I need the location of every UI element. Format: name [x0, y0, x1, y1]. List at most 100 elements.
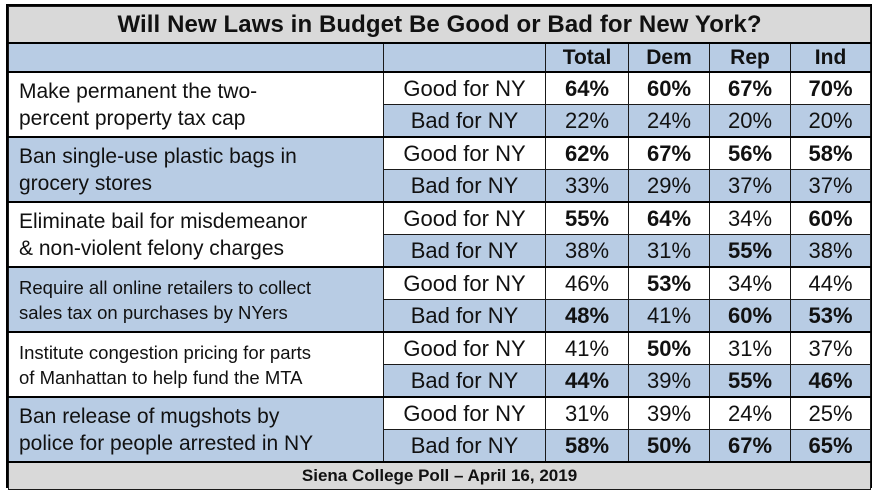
header-blank-response — [383, 42, 546, 73]
question-label-1: Make permanent the two-percent property … — [8, 71, 384, 138]
question-line: sales tax on purchases by NYers — [19, 301, 288, 323]
question-line: Require all online retailers to collect — [19, 276, 312, 298]
cell-dem: 24% — [628, 104, 710, 138]
cell-rep: 67% — [709, 429, 791, 463]
table-row-3-good: Eliminate bail for misdemeanor & non-viol… — [8, 201, 872, 268]
response-label-good: Good for NY — [383, 136, 546, 170]
question-line: grocery stores — [19, 171, 153, 195]
cell-dem: 31% — [628, 234, 710, 268]
table-row-6-good: Ban release of mugshots by police for peo… — [8, 396, 872, 463]
cell-ind: 46% — [789, 364, 872, 398]
column-header-rep: Rep — [709, 42, 791, 73]
question-line: & non-violent felony charges — [19, 236, 284, 260]
question-line: Institute congestion pricing for parts — [19, 341, 312, 363]
cell-total: 31% — [545, 396, 629, 430]
table-row-1-bad: Bad for NY 22% 24% 20% 20% — [9, 104, 872, 138]
cell-dem: 39% — [628, 396, 710, 430]
cell-dem: 29% — [628, 169, 710, 203]
cell-dem: 41% — [628, 299, 710, 333]
cell-total: 64% — [545, 71, 629, 105]
cell-total: 55% — [545, 201, 629, 235]
cell-total: 38% — [545, 234, 629, 268]
cell-dem: 64% — [628, 201, 710, 235]
table-row-4-bad: Bad for NY 48% 41% 60% 53% — [9, 299, 872, 333]
cell-dem: 50% — [628, 429, 710, 463]
table-row-5-bad: Bad for NY 44% 39% 55% 46% — [9, 364, 872, 398]
question-label-3: Eliminate bail for misdemeanor & non-viol… — [8, 201, 384, 268]
header-blank-question — [8, 42, 384, 73]
question-line: Eliminate bail for misdemeanor — [19, 209, 308, 233]
column-header-row: Total Dem Rep Ind — [8, 42, 872, 73]
cell-total: 62% — [545, 136, 629, 170]
cell-ind: 20% — [789, 104, 872, 138]
cell-total: 58% — [545, 429, 629, 463]
cell-total: 22% — [545, 104, 629, 138]
table-row-6-bad: Bad for NY 58% 50% 67% 65% — [9, 429, 872, 463]
cell-ind: 53% — [789, 299, 872, 333]
cell-rep: 37% — [709, 169, 791, 203]
cell-ind: 37% — [789, 331, 872, 365]
cell-total: 41% — [545, 331, 629, 365]
question-line: Ban release of mugshots by — [19, 404, 280, 428]
question-label-2: Ban single-use plastic bags in grocery st… — [8, 136, 384, 203]
question-line: Make permanent the two- — [19, 79, 258, 103]
response-label-bad: Bad for NY — [383, 169, 546, 203]
column-header-total: Total — [545, 42, 629, 73]
cell-rep: 34% — [709, 266, 791, 300]
table-row-2-good: Ban single-use plastic bags in grocery st… — [8, 136, 872, 203]
footer-row: Siena College Poll – April 16, 2019 — [7, 461, 872, 490]
table-row-1-good: Make permanent the two-percent property … — [8, 71, 872, 138]
cell-rep: 31% — [709, 331, 791, 365]
cell-ind: 44% — [789, 266, 872, 300]
question-line: Ban single-use plastic bags in — [19, 144, 297, 168]
cell-dem: 50% — [628, 331, 710, 365]
cell-ind: 25% — [789, 396, 872, 430]
cell-dem: 53% — [628, 266, 710, 300]
response-label-bad: Bad for NY — [383, 299, 546, 333]
response-label-good: Good for NY — [383, 266, 546, 300]
response-label-good: Good for NY — [383, 331, 546, 365]
cell-rep: 60% — [709, 299, 791, 333]
cell-dem: 39% — [628, 364, 710, 398]
cell-rep: 34% — [709, 201, 791, 235]
cell-total: 33% — [545, 169, 629, 203]
cell-dem: 60% — [628, 71, 710, 105]
column-header-dem: Dem — [628, 42, 710, 73]
cell-rep: 24% — [709, 396, 791, 430]
poll-table: Will New Laws in Budget Be Good or Bad f… — [7, 6, 872, 490]
cell-rep: 55% — [709, 364, 791, 398]
question-line: of Manhattan to help fund the MTA — [19, 366, 303, 388]
question-label-5: Institute congestion pricing for parts of… — [8, 331, 384, 398]
cell-total: 46% — [545, 266, 629, 300]
cell-ind: 58% — [789, 136, 872, 170]
question-line: police for people arrested in NY — [19, 431, 314, 455]
response-label-good: Good for NY — [383, 396, 546, 430]
response-label-good: Good for NY — [383, 71, 546, 105]
table-row-5-good: Institute congestion pricing for parts of… — [8, 331, 872, 398]
table-title: Will New Laws in Budget Be Good or Bad f… — [7, 6, 872, 44]
column-header-ind: Ind — [789, 42, 872, 73]
cell-rep: 67% — [709, 71, 791, 105]
question-label-4: Require all online retailers to collect s… — [8, 266, 384, 333]
question-label-6: Ban release of mugshots by police for peo… — [8, 396, 384, 463]
response-label-bad: Bad for NY — [383, 104, 546, 138]
source-footer: Siena College Poll – April 16, 2019 — [7, 461, 872, 490]
table-row-2-bad: Bad for NY 33% 29% 37% 37% — [9, 169, 872, 203]
cell-dem: 67% — [628, 136, 710, 170]
response-label-bad: Bad for NY — [383, 364, 546, 398]
cell-rep: 56% — [709, 136, 791, 170]
cell-ind: 60% — [789, 201, 872, 235]
response-label-bad: Bad for NY — [383, 234, 546, 268]
cell-ind: 70% — [789, 71, 872, 105]
cell-ind: 37% — [789, 169, 872, 203]
cell-ind: 65% — [789, 429, 872, 463]
cell-rep: 55% — [709, 234, 791, 268]
table-row-4-good: Require all online retailers to collect s… — [8, 266, 872, 333]
response-label-bad: Bad for NY — [383, 429, 546, 463]
cell-rep: 20% — [709, 104, 791, 138]
poll-table-frame: Will New Laws in Budget Be Good or Bad f… — [6, 4, 872, 490]
cell-ind: 38% — [789, 234, 872, 268]
response-label-good: Good for NY — [383, 201, 546, 235]
cell-total: 44% — [545, 364, 629, 398]
cell-total: 48% — [545, 299, 629, 333]
